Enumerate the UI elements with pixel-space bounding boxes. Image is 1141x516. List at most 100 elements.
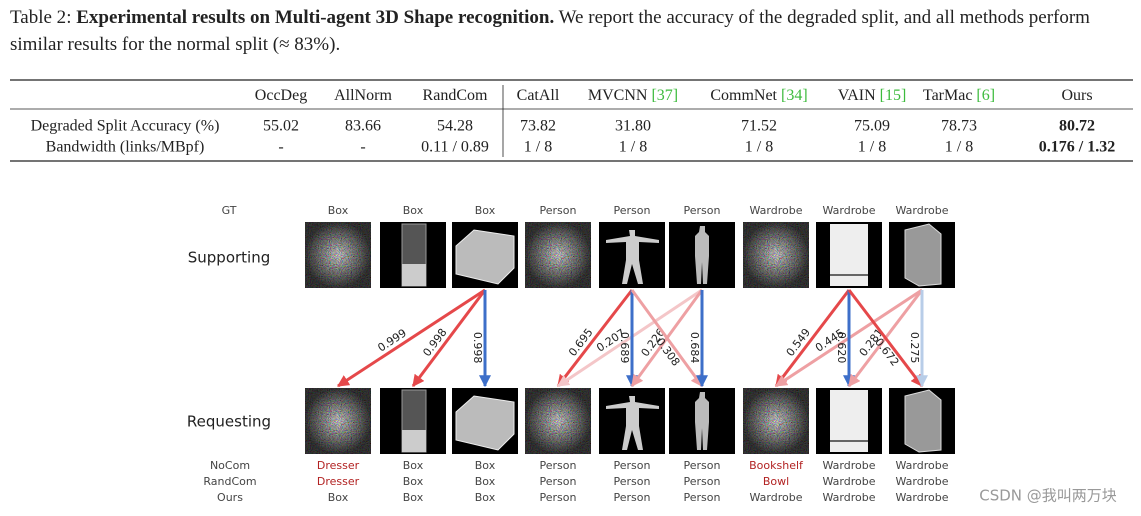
object [695, 392, 709, 450]
cell: 54.28 [437, 118, 473, 135]
prediction: Wardrobe [823, 491, 876, 504]
column-header: TarMac [6] [923, 87, 995, 104]
gt-class: Wardrobe [750, 204, 803, 217]
shape-image [305, 388, 371, 454]
column-header: RandCom [423, 87, 488, 104]
shape-image [889, 388, 955, 454]
prediction: Box [403, 475, 424, 488]
column-header: MVCNN [37] [588, 87, 678, 104]
column-name: CommNet [710, 87, 777, 104]
noise [305, 222, 371, 288]
prediction: Person [684, 491, 721, 504]
gt-class: Person [614, 204, 651, 217]
prediction: Box [475, 491, 496, 504]
object [402, 264, 426, 286]
column-name: RandCom [423, 87, 488, 104]
cell: - [278, 139, 283, 156]
column-header: OccDeg [255, 87, 307, 104]
shape-image [452, 222, 518, 288]
cell: 1 / 8 [619, 139, 647, 156]
prediction: Wardrobe [750, 491, 803, 504]
prediction: Dresser [317, 459, 360, 472]
citation: [37] [651, 87, 678, 104]
edge [336, 288, 486, 388]
gt-label: GT [222, 204, 237, 217]
citation: [34] [781, 87, 808, 104]
prediction: Box [475, 475, 496, 488]
edge-weight: 0.620 [835, 332, 848, 364]
cell: 1 / 8 [524, 139, 552, 156]
object [455, 395, 515, 451]
citation: [6] [976, 87, 995, 104]
prediction: Person [614, 475, 651, 488]
edge [847, 289, 924, 387]
shape-image [380, 388, 446, 454]
prediction: Person [540, 491, 577, 504]
cell: 55.02 [263, 118, 299, 135]
object [402, 430, 426, 452]
edge [630, 289, 704, 387]
watermark: CSDN @我叫两万块 [979, 487, 1117, 505]
object [606, 396, 659, 450]
prediction: Dresser [317, 475, 360, 488]
shape-image [525, 388, 591, 454]
column-header: Ours [1061, 87, 1092, 104]
cell: 80.72 [1059, 118, 1095, 135]
shape-image [889, 222, 955, 288]
edge-weight: 0.998 [471, 332, 484, 364]
prediction: Person [684, 459, 721, 472]
cell: 71.52 [741, 118, 777, 135]
caption: Table 2: Experimental results on Multi-a… [10, 7, 1090, 55]
column-header: AllNorm [334, 87, 392, 104]
cell: 78.73 [941, 118, 977, 135]
method-label: NoCom [210, 459, 250, 472]
prediction: Person [540, 459, 577, 472]
cell: 1 / 8 [858, 139, 886, 156]
cell: 1 / 8 [745, 139, 773, 156]
gt-class: Box [328, 204, 349, 217]
citation: [15] [880, 87, 907, 104]
column-header: VAIN [15] [838, 87, 907, 104]
object [830, 224, 868, 286]
gt-class: Box [403, 204, 424, 217]
shape-image [305, 222, 371, 288]
shape-image [669, 222, 735, 288]
noise [525, 222, 591, 288]
prediction: Bowl [763, 475, 789, 488]
shape-image [816, 388, 882, 454]
column-header: CommNet [34] [710, 87, 807, 104]
cell: 0.176 / 1.32 [1039, 139, 1115, 156]
object [455, 229, 515, 285]
column-header: CatAll [517, 87, 560, 104]
object [695, 226, 709, 284]
column-name: VAIN [838, 87, 876, 104]
prediction: Box [328, 491, 349, 504]
cell: 83.66 [345, 118, 381, 135]
prediction: Box [475, 459, 496, 472]
edge [557, 288, 703, 388]
prediction: Person [614, 491, 651, 504]
requesting-label: Requesting [187, 413, 271, 431]
prediction: Person [684, 475, 721, 488]
edge-weight: 0.275 [908, 332, 921, 364]
gt-class: Wardrobe [896, 204, 949, 217]
column-name: Ours [1061, 87, 1092, 104]
row-label: Bandwidth (links/MBpf) [46, 139, 205, 156]
edge-weight: 0.684 [688, 332, 701, 364]
caption-text: We report the accuracy of the degraded s… [10, 7, 1090, 55]
object [830, 390, 868, 452]
cell: 0.11 / 0.89 [421, 139, 489, 156]
prediction: Person [614, 459, 651, 472]
gt-class: Person [540, 204, 577, 217]
caption-label: Table 2 [10, 7, 67, 28]
prediction: Box [403, 491, 424, 504]
gt-class: Person [684, 204, 721, 217]
prediction: Wardrobe [896, 491, 949, 504]
noise [743, 222, 809, 288]
edge [774, 289, 851, 387]
shape-image [743, 388, 809, 454]
method-label: RandCom [203, 475, 256, 488]
cell: 1 / 8 [945, 139, 973, 156]
object [830, 274, 868, 276]
